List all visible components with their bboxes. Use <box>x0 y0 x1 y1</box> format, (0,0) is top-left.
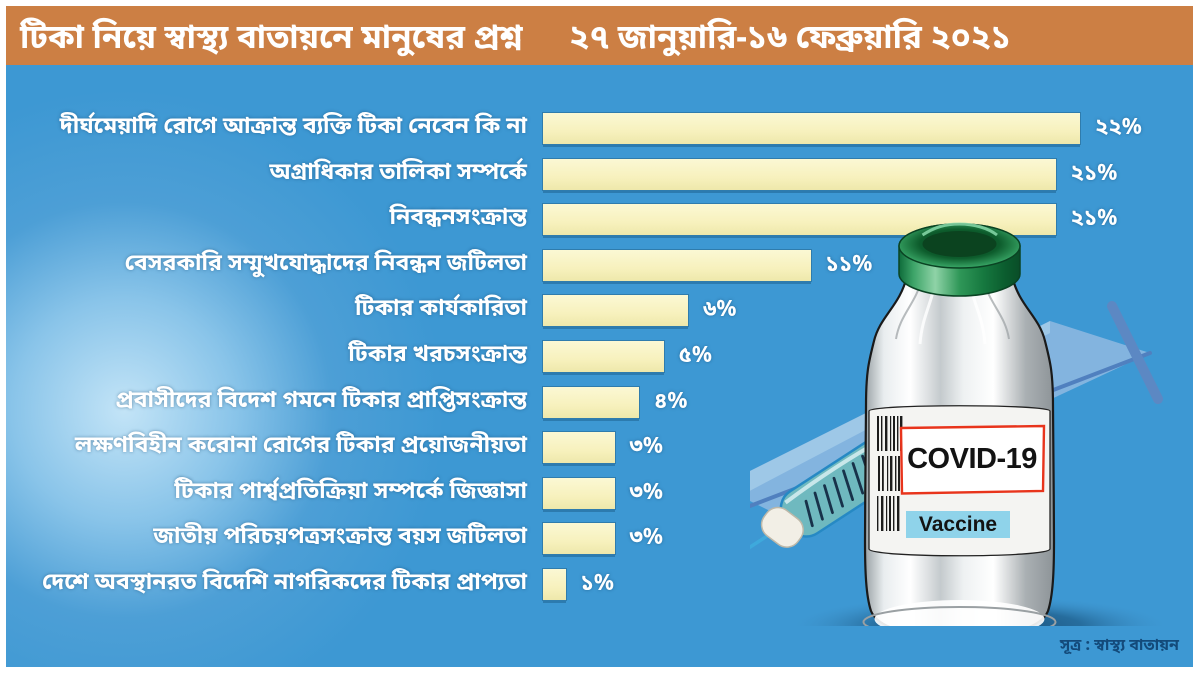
svg-text:COVID-19: COVID-19 <box>907 443 1037 475</box>
svg-text:Vaccine: Vaccine <box>919 513 997 536</box>
